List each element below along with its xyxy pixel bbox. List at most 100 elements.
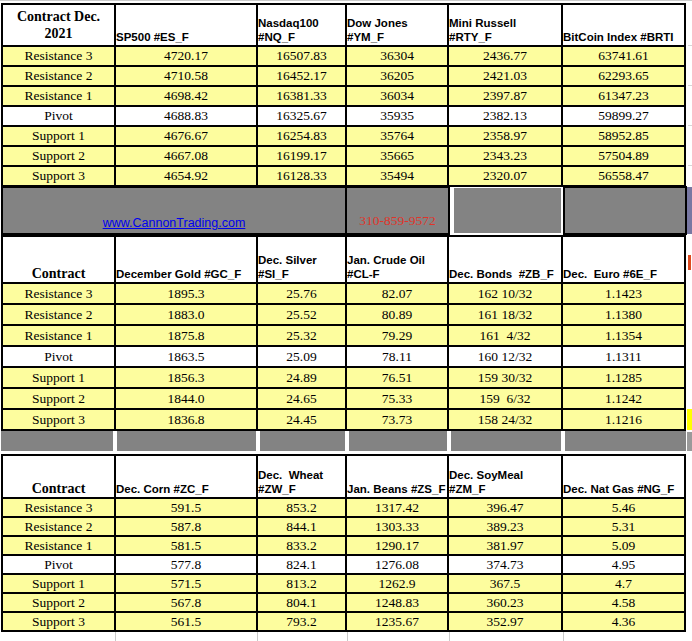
table-row: Resistance 34720.1716507.83363042436.776… [2,46,685,66]
cell-value: 16507.83 [257,46,346,66]
cell-value: 76.51 [346,367,448,388]
gridline [347,632,348,641]
cell-value: 24.89 [257,367,346,388]
gridline [563,632,564,641]
cell-value: 24.65 [257,388,346,409]
cell-value: 16381.33 [257,86,346,106]
table-row: Support 11856.324.8976.51159 30/321.1285 [2,367,685,388]
cell-value: 833.2 [257,536,346,555]
cell-value: 61347.23 [562,86,685,106]
cell-value: 161 4/32 [448,325,562,346]
column-header-gold: December Gold #GC_F [115,236,257,283]
table-row: Resistance 14698.4216381.33360342397.876… [2,86,685,106]
cell-value: 25.32 [257,325,346,346]
cell-value: 4710.58 [115,66,257,86]
cell-value: 4698.42 [115,86,257,106]
table-row: Support 3561.5793.21235.67352.974.36 [2,612,685,631]
cell-value: 75.33 [346,388,448,409]
table-row: Resistance 11875.825.3279.29161 4/321.13… [2,325,685,346]
cell-value: 853.2 [257,498,346,517]
cell-value: 2358.97 [448,126,562,146]
cell-value: 367.5 [448,574,562,593]
cell-value: 381.97 [448,536,562,555]
row-label: Pivot [2,106,115,126]
cell-value: 804.1 [257,593,346,612]
cell-value: 1276.08 [346,555,448,574]
cell-value: 4720.17 [115,46,257,66]
cell-value: 352.97 [448,612,562,631]
cutoff-red-text-fragment [688,255,691,270]
cell-value: 82.07 [346,283,448,304]
indices-pivot-table: Contract Dec. 2021 SP500 #ES_F Nasdaq100… [1,3,686,187]
gray-cell [565,431,686,451]
row-label: Support 1 [2,126,115,146]
cell-value: 161 18/32 [448,304,562,325]
cell-value: 2436.77 [448,46,562,66]
cell-value: 5.31 [562,517,685,536]
cell-value: 374.73 [448,555,562,574]
cell-value: 2343.23 [448,146,562,166]
cannon-trading-link[interactable]: www.CannonTrading.com [103,216,246,230]
cell-value: 62293.65 [562,66,685,86]
cell-value: 25.76 [257,283,346,304]
cell-value: 35665 [346,146,448,166]
cell-value: 2382.13 [448,106,562,126]
gray-cell [563,186,687,235]
cell-value: 36034 [346,86,448,106]
cell-value: 4.58 [562,593,685,612]
cell-value: 1.1354 [562,325,685,346]
cell-value: 591.5 [115,498,257,517]
table-row: Resistance 31895.325.7682.07162 10/321.1… [2,283,685,304]
table-row: Support 2567.8804.11248.83360.234.58 [2,593,685,612]
cell-value: 79.29 [346,325,448,346]
table-row: Resistance 21883.025.5280.89161 18/321.1… [2,304,685,325]
gray-cell [349,431,447,451]
cell-value: 360.23 [448,593,562,612]
column-header-corn: Dec. Corn #ZC_F [115,455,257,498]
cell-value: 24.45 [257,409,346,430]
column-header-bitcoin: BitCoin Index #BRTI [562,4,685,46]
cell-value: 59899.27 [562,106,685,126]
gridline [0,0,692,1]
cell-value: 813.2 [257,574,346,593]
cutoff-yellow-cell [687,409,692,430]
phone-number: 310-859-9572 [359,213,436,229]
section-title: Contract [2,236,115,283]
section-title: Contract Dec. 2021 [2,4,115,46]
row-label: Resistance 2 [2,304,115,325]
row-label: Resistance 2 [2,517,115,536]
cell-value: 73.73 [346,409,448,430]
cell-value: 25.09 [257,346,346,367]
cutoff-gray-cell [687,432,692,451]
cell-value: 4667.08 [115,146,257,166]
gridline [688,85,692,86]
cell-value: 78.11 [346,346,448,367]
cell-value: 36205 [346,66,448,86]
cell-value: 5.09 [562,536,685,555]
cutoff-purple-cell [687,187,692,234]
cell-value: 35494 [346,166,448,186]
row-label: Resistance 1 [2,325,115,346]
column-header-dow: Dow Jones #YM_F [346,4,448,46]
cell-value: 567.8 [115,593,257,612]
cell-value: 571.5 [115,574,257,593]
cell-value: 1844.0 [115,388,257,409]
gray-banner-band: www.CannonTrading.com 310-859-9572 [1,186,687,235]
cell-value: 1235.67 [346,612,448,631]
banner-phone-cell: 310-859-9572 [345,186,450,235]
table-row: Pivot4688.8316325.67359352382.1359899.27 [2,106,685,126]
gridline [688,165,692,166]
row-label: Pivot [2,555,115,574]
gray-cell [454,188,561,233]
cell-value: 16199.17 [257,146,346,166]
table-row: Support 1571.5813.21262.9367.54.7 [2,574,685,593]
column-header-nasdaq: Nasdaq100 #NQ_F [257,4,346,46]
cell-value: 1317.42 [346,498,448,517]
cell-value: 824.1 [257,555,346,574]
cell-value: 1303.33 [346,517,448,536]
gray-cell [260,431,345,451]
cell-value: 581.5 [115,536,257,555]
table-row: Resistance 24710.5816452.17362052421.036… [2,66,685,86]
gridline [115,632,116,641]
table-row: Support 24667.0816199.17356652343.235750… [2,146,685,166]
